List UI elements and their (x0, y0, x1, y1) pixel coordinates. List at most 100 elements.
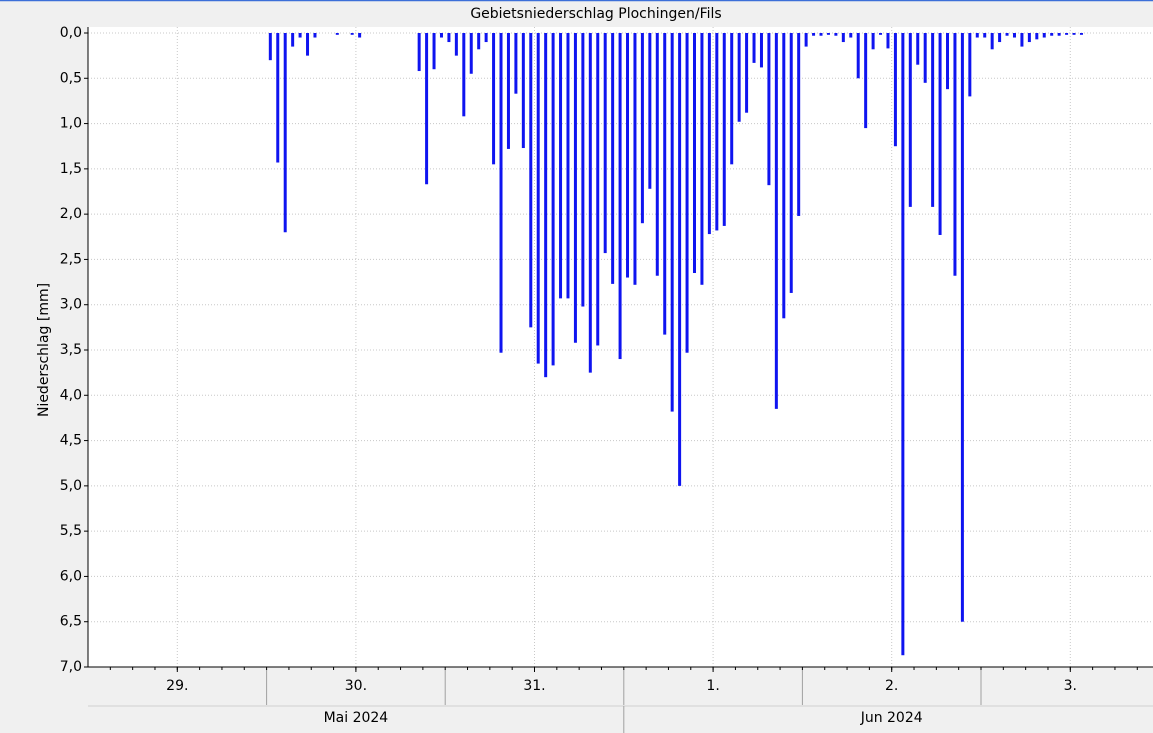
bar (306, 33, 310, 56)
bar (730, 33, 734, 165)
bar (819, 33, 823, 36)
bar (454, 33, 458, 56)
bar (573, 33, 577, 343)
bar (670, 33, 674, 412)
bar (826, 33, 830, 35)
bar (893, 33, 897, 147)
y-tick-label: 5,5 (60, 523, 82, 539)
bar (596, 33, 600, 346)
x-tick-label: 31. (523, 678, 545, 694)
bar (551, 33, 555, 366)
bar (350, 33, 354, 35)
y-tick-label: 6,5 (60, 614, 82, 630)
bar (700, 33, 704, 285)
y-tick-label: 7,0 (60, 659, 82, 675)
y-tick-label: 5,0 (60, 478, 82, 494)
bar (514, 33, 518, 94)
bar (492, 33, 496, 165)
bar (521, 33, 525, 149)
bar (544, 33, 548, 378)
bar (477, 33, 481, 50)
bar (707, 33, 711, 235)
bar (559, 33, 563, 299)
bar (633, 33, 637, 285)
bar (864, 33, 868, 129)
y-tick-label: 3,5 (60, 342, 82, 358)
y-tick-label: 3,0 (60, 297, 82, 313)
bar (655, 33, 659, 276)
bar (298, 33, 302, 38)
y-tick-label: 4,0 (60, 387, 82, 403)
bar (1072, 33, 1076, 35)
bar (692, 33, 696, 274)
bar (879, 33, 883, 35)
x-tick-label: 30. (345, 678, 367, 694)
bar (462, 33, 466, 117)
bar (998, 33, 1002, 43)
bar (759, 33, 763, 68)
bar (536, 33, 540, 364)
bar (752, 33, 756, 63)
x-tick-label: 2. (885, 678, 898, 694)
bar (1020, 33, 1024, 47)
x-tick-label: 29. (166, 678, 188, 694)
bar (968, 33, 972, 97)
y-tick-label: 1,5 (60, 161, 82, 177)
bar (581, 33, 585, 307)
bar (1042, 33, 1046, 38)
bar (469, 33, 473, 74)
x-group-label: Jun 2024 (860, 710, 923, 726)
bar (506, 33, 510, 149)
x-group-label: Mai 2024 (324, 710, 389, 726)
bar (1065, 33, 1069, 35)
y-tick-label: 2,0 (60, 206, 82, 222)
bar (291, 33, 295, 47)
bar (566, 33, 570, 299)
y-tick-label: 2,5 (60, 251, 82, 267)
bar (1057, 33, 1061, 36)
bar (417, 33, 421, 72)
bar (960, 33, 964, 622)
bar (916, 33, 920, 65)
chart-title: Gebietsniederschlag Plochingen/Fils (470, 6, 721, 22)
bar (886, 33, 890, 49)
bar (648, 33, 652, 189)
bar (737, 33, 741, 122)
y-tick-label: 1,0 (60, 116, 82, 132)
bar (931, 33, 935, 207)
bar (797, 33, 801, 216)
bar (812, 33, 816, 36)
bar (529, 33, 533, 328)
bar (990, 33, 994, 50)
bar (789, 33, 793, 293)
bar (640, 33, 644, 224)
y-tick-label: 6,0 (60, 568, 82, 584)
bar (358, 33, 362, 38)
bar (946, 33, 950, 90)
bar (908, 33, 912, 207)
y-tick-label: 0,0 (60, 25, 82, 41)
bar (975, 33, 979, 38)
bar (439, 33, 443, 38)
x-tick-label: 1. (706, 678, 719, 694)
bar (1079, 33, 1083, 35)
bar (1050, 33, 1054, 36)
bar (767, 33, 771, 186)
bar (901, 33, 905, 656)
bar (782, 33, 786, 319)
bar (268, 33, 272, 61)
bar (678, 33, 682, 486)
bar (745, 33, 749, 113)
bar (588, 33, 592, 373)
bar (1027, 33, 1031, 43)
bar (841, 33, 845, 43)
bar (447, 33, 451, 43)
bar (626, 33, 630, 278)
bar (432, 33, 436, 70)
bar (938, 33, 942, 235)
bar (983, 33, 987, 38)
bar (425, 33, 429, 185)
bar (834, 33, 838, 36)
bar (276, 33, 280, 163)
x-tick-label: 3. (1064, 678, 1077, 694)
